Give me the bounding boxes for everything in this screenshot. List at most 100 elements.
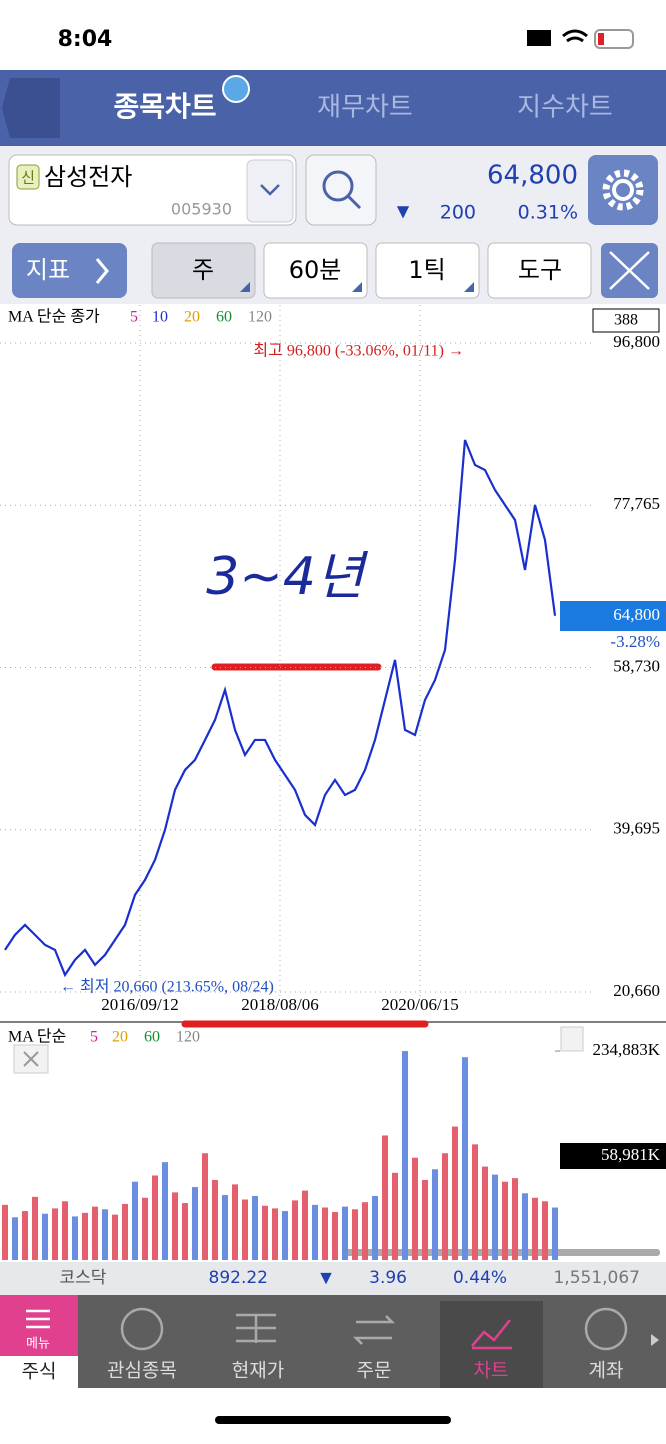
volume-bar <box>472 1144 478 1260</box>
count-box-text: 388 <box>614 312 638 329</box>
y-tick-label: 20,660 <box>613 981 660 1000</box>
volume-bar <box>12 1217 18 1260</box>
volume-bar <box>442 1153 448 1260</box>
corner-marks <box>240 282 474 292</box>
menu-button[interactable] <box>0 1295 78 1356</box>
nav-icon <box>584 1307 628 1351</box>
volume-bar <box>542 1201 548 1260</box>
volume-bar <box>552 1207 558 1260</box>
close-icon <box>23 1051 39 1067</box>
gear-icon <box>602 169 644 211</box>
legend-title: MA 단순 종가 <box>8 308 100 326</box>
change: 200 <box>440 202 476 224</box>
toolbar-label: 1틱 <box>408 256 445 284</box>
menu-label: 메뉴 <box>26 1337 50 1352</box>
count-box <box>592 308 660 333</box>
stock-name: 삼성전자 <box>44 163 132 191</box>
y-tick-label: 77,765 <box>613 494 660 513</box>
dropdown-button[interactable] <box>246 159 294 223</box>
volume-bar <box>272 1208 278 1260</box>
volume-bar <box>402 1051 408 1260</box>
nav-label[interactable]: 현재가 <box>232 1360 284 1382</box>
volume-bar <box>342 1206 348 1260</box>
volume-bar <box>2 1204 8 1260</box>
volume-bar <box>92 1206 98 1260</box>
chevron <box>95 258 109 284</box>
legend-period: 120 <box>176 1029 200 1046</box>
fullscreen-icon <box>609 251 650 290</box>
nav-label[interactable]: 관심종목 <box>107 1360 177 1382</box>
badge-text: 신 <box>21 169 35 187</box>
x-tick-label: 2018/08/06 <box>241 995 318 1014</box>
nav-tab[interactable] <box>0 1356 78 1388</box>
volume-bar <box>112 1214 118 1260</box>
nav-label[interactable]: 주문 <box>357 1360 392 1382</box>
nav-tab-active[interactable] <box>440 1301 543 1388</box>
legend-period: 60 <box>144 1029 160 1046</box>
stock-box[interactable] <box>8 154 297 226</box>
volume-bar <box>152 1175 158 1260</box>
time: 8:04 <box>58 27 113 52</box>
nav-more[interactable] <box>651 1334 659 1346</box>
legend-period: 60 <box>216 309 232 326</box>
tab-bar <box>0 70 666 146</box>
change-sign: ▼ <box>397 202 410 221</box>
volume-bar <box>302 1190 308 1260</box>
status-bar <box>0 0 666 70</box>
volume-bar <box>182 1203 188 1260</box>
tab[interactable]: 재무차트 <box>317 93 413 123</box>
y-tick-label: 39,695 <box>613 819 660 838</box>
volume-bar <box>482 1166 488 1260</box>
toolbar-button[interactable] <box>12 243 127 298</box>
volume-bar <box>62 1201 68 1260</box>
x-tick-label: 2020/06/15 <box>381 995 458 1014</box>
volume-bar <box>232 1184 238 1260</box>
resize-button[interactable] <box>560 1026 584 1052</box>
volume-bar <box>212 1179 218 1260</box>
nav-icon <box>236 1313 276 1343</box>
legend-period: 5 <box>130 309 138 326</box>
volume-bar <box>392 1172 398 1260</box>
search-icon <box>346 194 362 210</box>
tab[interactable]: 종목차트 <box>113 90 216 123</box>
volume-bar <box>502 1181 508 1260</box>
menu-icon <box>26 1309 50 1329</box>
market-name: 코스닥 <box>60 1268 107 1288</box>
legend-title: MA 단순 <box>8 1028 66 1046</box>
settings-button[interactable] <box>588 155 658 225</box>
wifi-icon <box>562 29 588 43</box>
last-price-label: 64,800 <box>613 605 660 624</box>
volume-bar <box>282 1211 288 1260</box>
badge <box>16 164 40 190</box>
volume-bar <box>432 1169 438 1260</box>
hand-annotation: 3~4년 <box>206 547 369 607</box>
nav-label[interactable]: 계좌 <box>589 1360 624 1382</box>
price-line <box>4 439 557 978</box>
volume-bar <box>522 1193 528 1260</box>
toolbar-label: 주 <box>192 256 214 284</box>
volume-bar <box>192 1187 198 1260</box>
search-button[interactable] <box>305 154 377 226</box>
gear-icon <box>612 179 634 201</box>
toolbar-button[interactable] <box>375 242 480 299</box>
nav-label[interactable]: 차트 <box>474 1360 509 1382</box>
battery-icon <box>594 29 634 49</box>
toolbar-button[interactable] <box>263 242 368 299</box>
toolbar-button[interactable] <box>151 242 256 299</box>
volume-bar <box>242 1199 248 1260</box>
volume-bar <box>252 1195 258 1260</box>
volume-bar <box>492 1174 498 1260</box>
change-pct: 0.31% <box>518 202 578 224</box>
nav-icon <box>352 1315 396 1345</box>
y-tick-label: 58,730 <box>613 656 660 675</box>
market-value: 892.22 <box>209 1268 268 1288</box>
tab[interactable]: 지수차트 <box>517 93 613 123</box>
legend-period: 5 <box>90 1029 98 1046</box>
volume-bar <box>72 1216 78 1260</box>
volume-bar <box>222 1195 228 1260</box>
toolbar-button[interactable] <box>487 242 592 299</box>
volume-bar <box>162 1162 168 1260</box>
back-button[interactable] <box>2 78 60 138</box>
market-pct: 0.44% <box>453 1268 507 1288</box>
